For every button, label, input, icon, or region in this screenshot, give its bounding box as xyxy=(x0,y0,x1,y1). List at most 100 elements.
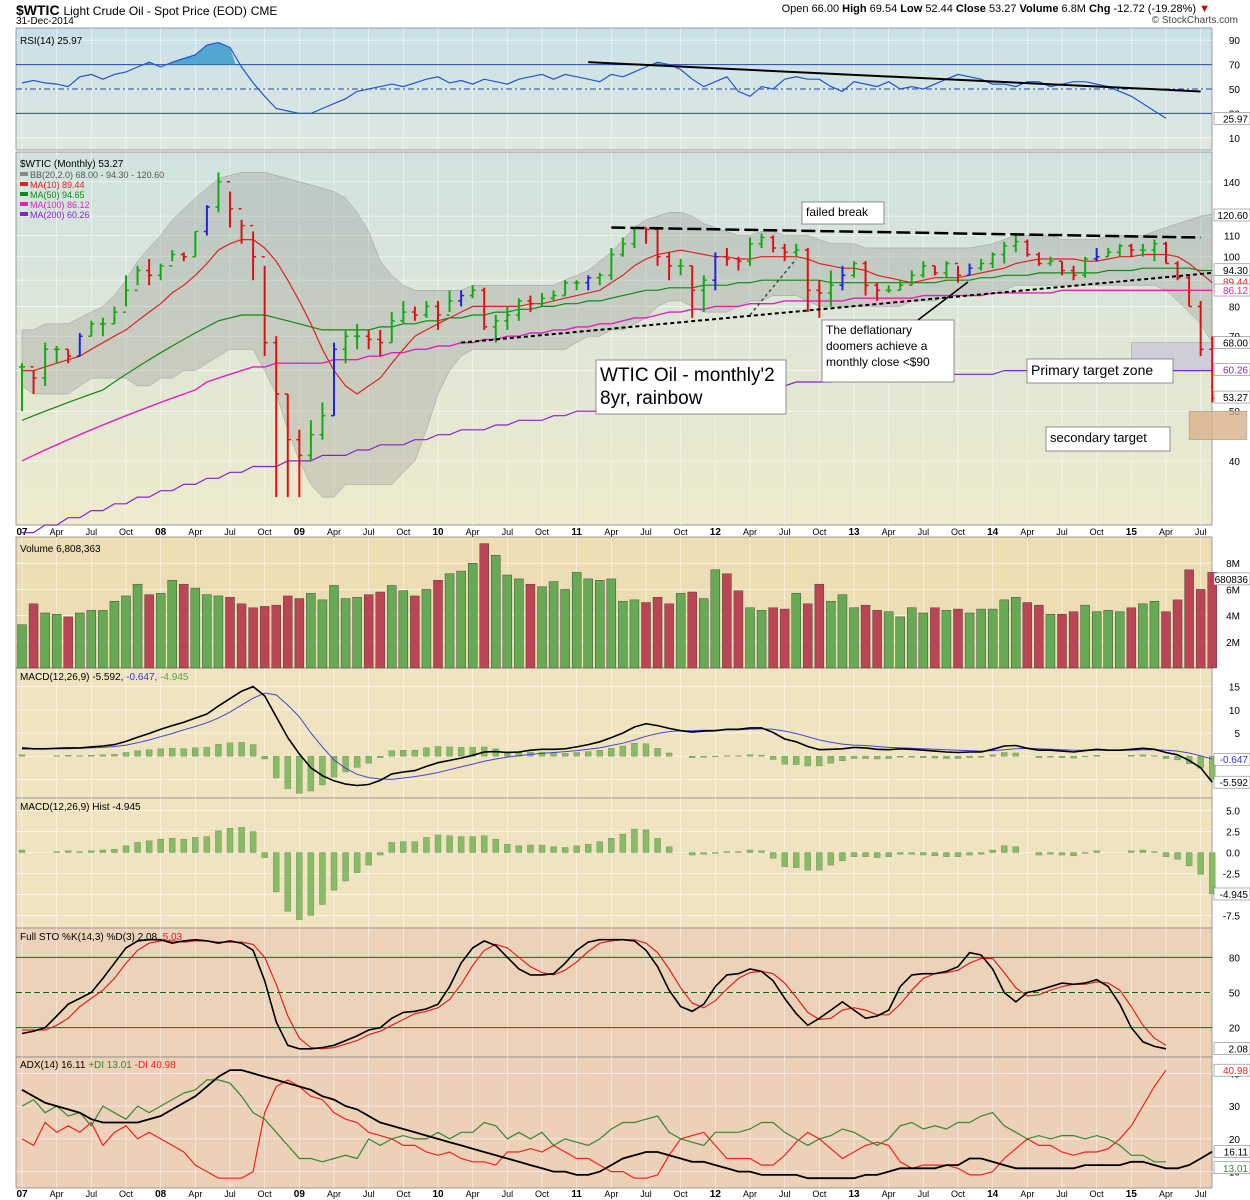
macd-hist-bar xyxy=(504,751,511,757)
macd-histogram-bar xyxy=(1197,852,1204,875)
x-tick-label: Oct xyxy=(535,527,550,537)
volume-bar xyxy=(964,612,975,669)
price-right-label: 94.30 xyxy=(1223,266,1248,277)
volume-bar xyxy=(930,607,940,669)
volume-bar xyxy=(479,543,489,669)
x-tick-label-bottom: 12 xyxy=(710,1189,722,1200)
macd-last-value-box xyxy=(1213,775,1250,789)
macd-hist-bar xyxy=(1162,756,1170,759)
macd-hist-bar xyxy=(596,750,603,757)
volume-bar xyxy=(1115,611,1125,669)
y-tick-label: 0.0 xyxy=(1226,849,1240,860)
macd-hist-bar xyxy=(111,754,118,757)
y-tick-label: 10 xyxy=(1229,706,1241,717)
volume-bar xyxy=(491,555,501,669)
macd-histogram-bar xyxy=(342,852,349,882)
volume-bar xyxy=(433,580,443,669)
macd-hist-bar xyxy=(261,756,268,760)
macd-histogram-bar xyxy=(1035,852,1043,856)
macd-histogram-bar xyxy=(850,852,858,857)
macd-hist-bar xyxy=(18,754,26,757)
macd-histogram-bar xyxy=(1185,852,1193,867)
macd-hist-bar xyxy=(88,755,95,757)
chg-label: Chg xyxy=(1089,3,1111,15)
macd-histogram-bar xyxy=(642,829,650,853)
volume-bar xyxy=(756,610,767,669)
macd-histogram-bar xyxy=(804,852,811,871)
macd-title: MACD(12,26,9) -5.592, -0.647, -4.945 xyxy=(20,672,189,683)
macd-last-signal-box xyxy=(1213,752,1250,766)
macd-histogram-bar xyxy=(1151,851,1158,853)
macd-histogram-bar xyxy=(816,852,823,871)
macd-hist-bar xyxy=(157,748,164,757)
x-tick-label-bottom: 14 xyxy=(987,1189,999,1200)
macd-hist-bar xyxy=(434,746,442,757)
x-tick-label: 08 xyxy=(155,527,167,538)
macd-histogram-bar xyxy=(966,852,973,856)
macd-hist-bar xyxy=(1001,752,1008,757)
macd-hist-bar xyxy=(619,745,627,757)
volume-bar xyxy=(340,598,351,669)
chg-value: -12.72 (-19.28%) xyxy=(1113,3,1197,15)
x-tick-label-bottom: Oct xyxy=(396,1189,411,1199)
x-tick-label-bottom: Apr xyxy=(50,1189,64,1199)
macd-histogram-bar xyxy=(619,833,627,853)
volume-bar xyxy=(699,598,709,669)
macd-hist-bar xyxy=(954,756,962,759)
price-right-label: 86.12 xyxy=(1223,286,1248,297)
volume-bar xyxy=(1080,604,1090,669)
macd-histogram-bar xyxy=(169,838,176,853)
macd-hist-bar xyxy=(169,748,176,757)
x-tick-label-bottom: Oct xyxy=(812,1189,827,1199)
annotation-primary-target: Primary target zone xyxy=(1031,362,1153,378)
x-tick-label: Oct xyxy=(1090,527,1105,537)
volume-bar xyxy=(987,608,998,669)
macd-line xyxy=(21,685,1213,787)
macd-histogram-bar xyxy=(99,849,107,853)
macd-histogram-bar xyxy=(504,843,511,853)
volume-bar xyxy=(40,612,50,669)
stoch-last-label-box xyxy=(1213,1042,1250,1055)
annotation-failed-break-box xyxy=(801,201,885,225)
macd-hist-bar xyxy=(966,756,973,758)
volume-bar xyxy=(213,595,224,669)
volume-bar xyxy=(722,573,732,669)
macd-hist-bar xyxy=(804,756,811,767)
adx-last-minus-di: 40.98 xyxy=(1223,1066,1248,1077)
macd-hist-bar xyxy=(758,755,765,757)
macd-hist-bar xyxy=(654,748,661,757)
y-tick-label: 50 xyxy=(1229,85,1241,96)
macd-hist-bar xyxy=(1174,756,1181,761)
y-tick-label: -2.5 xyxy=(1223,869,1241,880)
macd-hist-bar xyxy=(342,756,349,773)
macd-hist-bar xyxy=(65,755,72,757)
volume-bar xyxy=(132,583,143,669)
macd-histogram-bar xyxy=(631,828,638,853)
macd-hist-bar xyxy=(700,756,707,758)
macd-hist-bar xyxy=(1128,755,1135,757)
wedge-trendline xyxy=(749,258,797,316)
adx-last-value-box xyxy=(1213,1145,1250,1158)
macd-hist-bar xyxy=(827,756,835,764)
volume-value: 6.8M xyxy=(1061,3,1086,15)
volume-bar xyxy=(733,590,744,669)
macd-histogram-bar xyxy=(793,852,800,868)
macd-hist-bar xyxy=(307,756,315,792)
x-tick-label: Jul xyxy=(1195,527,1207,537)
volume-bar xyxy=(467,563,478,669)
y-tick-label: 20 xyxy=(1229,1135,1241,1146)
macd-histogram-bar xyxy=(827,852,835,866)
macd-histogram-bar xyxy=(977,852,985,855)
macd-histogram-bar xyxy=(712,852,719,854)
macd-histogram-bar xyxy=(954,852,962,857)
volume-bar xyxy=(86,610,97,669)
macd-histogram-bar xyxy=(319,852,326,905)
ohlc-readout: Open 66.00 High 69.54 Low 52.44 Close 53… xyxy=(782,3,1210,15)
y-tick-label: 5.0 xyxy=(1226,807,1240,818)
rsi-line xyxy=(21,41,1167,119)
adx-last-plus-di: 13.01 xyxy=(1223,1164,1248,1175)
macd-hist-bar xyxy=(122,752,130,757)
volume-bar xyxy=(375,591,385,669)
macd-histogram-bar xyxy=(839,852,846,862)
legend-label: MA(10) 89.44 xyxy=(30,180,85,190)
